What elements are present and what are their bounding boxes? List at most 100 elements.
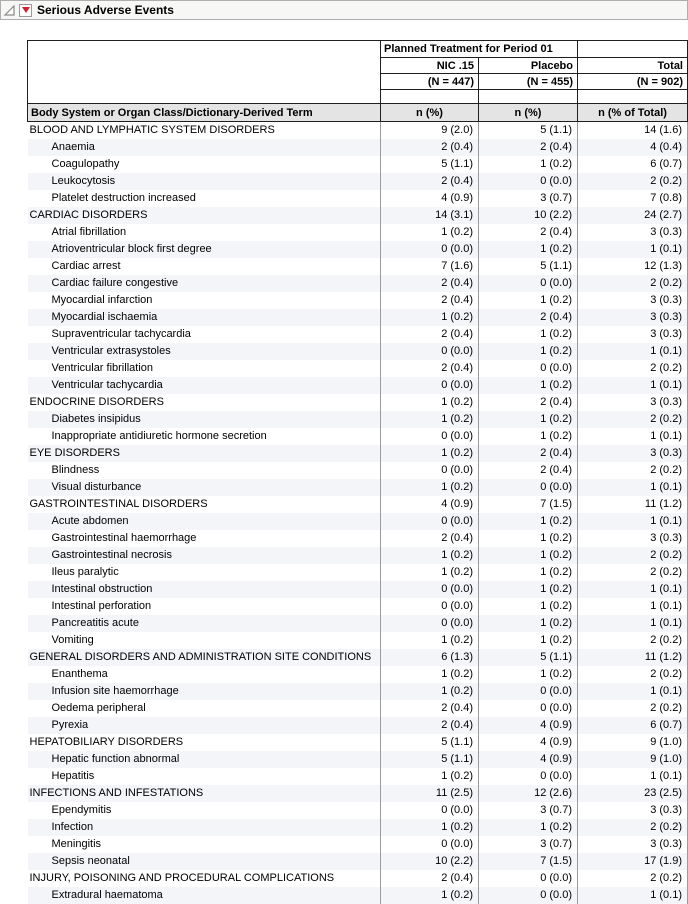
nic-value-cell: 1 (0.2)	[381, 445, 479, 462]
term-cell: Gastrointestinal necrosis	[28, 547, 381, 564]
spacer-cell-placebo	[479, 90, 578, 104]
placebo-value-cell: 1 (0.2)	[479, 428, 578, 445]
n-count-total: (N = 902)	[578, 74, 688, 90]
term-cell: Vomiting	[28, 632, 381, 649]
term-header-empty-cell	[28, 41, 381, 104]
term-cell: Meningitis	[28, 836, 381, 853]
red-triangle-menu-button[interactable]	[19, 4, 32, 17]
nic-value-cell: 2 (0.4)	[381, 292, 479, 309]
placebo-value-cell: 0 (0.0)	[479, 173, 578, 190]
total-value-cell: 3 (0.3)	[578, 326, 688, 343]
outline-title: Serious Adverse Events	[37, 3, 174, 17]
column-header-placebo: Placebo	[479, 58, 578, 74]
placebo-value-cell: 1 (0.2)	[479, 343, 578, 360]
disclosure-open-icon[interactable]	[3, 4, 16, 17]
placebo-value-cell: 1 (0.2)	[479, 581, 578, 598]
placebo-value-cell: 0 (0.0)	[479, 887, 578, 904]
column-header-total: Total	[578, 58, 688, 74]
nic-value-cell: 0 (0.0)	[381, 598, 479, 615]
nic-value-cell: 0 (0.0)	[381, 513, 479, 530]
placebo-value-cell: 5 (1.1)	[479, 649, 578, 666]
term-cell: Ileus paralytic	[28, 564, 381, 581]
nic-value-cell: 2 (0.4)	[381, 173, 479, 190]
total-value-cell: 2 (0.2)	[578, 666, 688, 683]
term-cell: Leukocytosis	[28, 173, 381, 190]
total-value-cell: 1 (0.1)	[578, 479, 688, 496]
term-cell: Ventricular extrasystoles	[28, 343, 381, 360]
nic-value-cell: 0 (0.0)	[381, 428, 479, 445]
total-value-cell: 9 (1.0)	[578, 751, 688, 768]
total-value-cell: 3 (0.3)	[578, 394, 688, 411]
serious-adverse-events-report: Planned Treatment for Period 01 NIC .15 …	[27, 40, 688, 904]
nic-value-cell: 2 (0.4)	[381, 530, 479, 547]
placebo-value-cell: 0 (0.0)	[479, 275, 578, 292]
placebo-value-cell: 2 (0.4)	[479, 224, 578, 241]
placebo-value-cell: 1 (0.2)	[479, 819, 578, 836]
placebo-value-cell: 4 (0.9)	[479, 751, 578, 768]
term-cell: Atrioventricular block first degree	[28, 241, 381, 258]
placebo-value-cell: 1 (0.2)	[479, 292, 578, 309]
nic-value-cell: 0 (0.0)	[381, 462, 479, 479]
nic-value-cell: 1 (0.2)	[381, 666, 479, 683]
term-cell: Supraventricular tachycardia	[28, 326, 381, 343]
placebo-value-cell: 3 (0.7)	[479, 836, 578, 853]
nic-value-cell: 1 (0.2)	[381, 411, 479, 428]
nic-value-cell: 2 (0.4)	[381, 717, 479, 734]
total-value-cell: 3 (0.3)	[578, 309, 688, 326]
term-cell: Cardiac arrest	[28, 258, 381, 275]
total-value-cell: 11 (1.2)	[578, 496, 688, 513]
nic-value-cell: 11 (2.5)	[381, 785, 479, 802]
body-system-cell: INJURY, POISONING AND PROCEDURAL COMPLIC…	[28, 870, 381, 887]
placebo-value-cell: 1 (0.2)	[479, 564, 578, 581]
body-system-cell: INFECTIONS AND INFESTATIONS	[28, 785, 381, 802]
term-cell: Intestinal obstruction	[28, 581, 381, 598]
column-header-nic: NIC .15	[381, 58, 479, 74]
nic-value-cell: 2 (0.4)	[381, 275, 479, 292]
total-value-cell: 1 (0.1)	[578, 241, 688, 258]
body-system-cell: BLOOD AND LYMPHATIC SYSTEM DISORDERS	[28, 122, 381, 140]
total-value-cell: 2 (0.2)	[578, 819, 688, 836]
placebo-value-cell: 3 (0.7)	[479, 802, 578, 819]
total-value-cell: 3 (0.3)	[578, 445, 688, 462]
total-value-cell: 9 (1.0)	[578, 734, 688, 751]
placebo-value-cell: 5 (1.1)	[479, 258, 578, 275]
term-cell: Oedema peripheral	[28, 700, 381, 717]
total-value-cell: 2 (0.2)	[578, 411, 688, 428]
term-cell: Infection	[28, 819, 381, 836]
nic-value-cell: 14 (3.1)	[381, 207, 479, 224]
total-top-empty-cell	[578, 41, 688, 58]
placebo-value-cell: 1 (0.2)	[479, 377, 578, 394]
nic-value-cell: 1 (0.2)	[381, 683, 479, 700]
outline-header-bar: Serious Adverse Events	[0, 0, 688, 20]
placebo-value-cell: 2 (0.4)	[479, 139, 578, 156]
nic-value-cell: 0 (0.0)	[381, 802, 479, 819]
total-value-cell: 2 (0.2)	[578, 564, 688, 581]
placebo-value-cell: 2 (0.4)	[479, 462, 578, 479]
nic-value-cell: 5 (1.1)	[381, 156, 479, 173]
stat-header-total: n (% of Total)	[578, 104, 688, 122]
placebo-value-cell: 10 (2.2)	[479, 207, 578, 224]
stat-header-nic: n (%)	[381, 104, 479, 122]
nic-value-cell: 0 (0.0)	[381, 836, 479, 853]
total-value-cell: 1 (0.1)	[578, 887, 688, 904]
placebo-value-cell: 2 (0.4)	[479, 445, 578, 462]
nic-value-cell: 0 (0.0)	[381, 343, 479, 360]
term-cell: Coagulopathy	[28, 156, 381, 173]
total-value-cell: 2 (0.2)	[578, 360, 688, 377]
total-value-cell: 1 (0.1)	[578, 768, 688, 785]
